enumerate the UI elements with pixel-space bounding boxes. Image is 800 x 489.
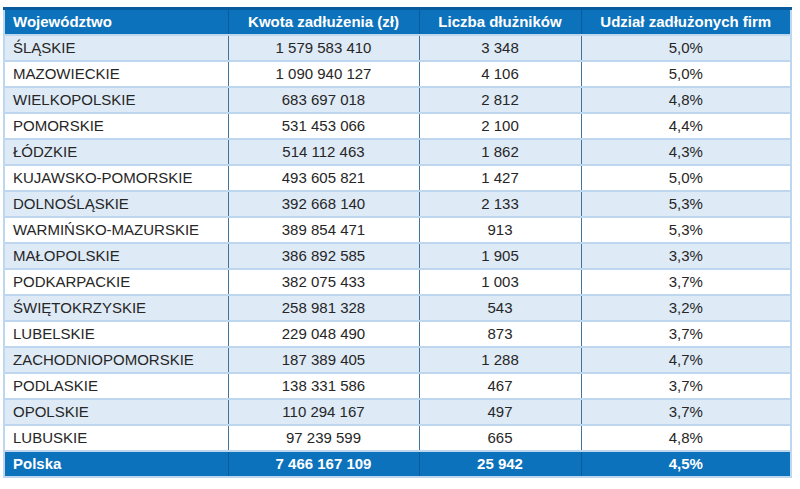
debt-amount-cell: 1 090 940 127: [228, 61, 419, 87]
table-row: ŚWIĘTOKRZYSKIE258 981 3285433,2%: [4, 295, 791, 321]
table-row: PODKARPACKIE382 075 4331 0033,7%: [4, 269, 791, 295]
table-body: ŚLĄSKIE1 579 583 4103 3485,0%MAZOWIECKIE…: [4, 35, 791, 451]
debt-amount-cell: 683 697 018: [228, 87, 419, 113]
column-header-indebted-share: Udział zadłużonych firm: [581, 9, 791, 36]
debtor-count-cell: 873: [419, 321, 581, 347]
voivodeship-cell: ŁÓDZKIE: [4, 139, 228, 165]
column-header-voivodeship: Województwo: [4, 9, 228, 36]
indebted-share-cell: 4,4%: [581, 113, 791, 139]
voivodeship-cell: OPOLSKIE: [4, 399, 228, 425]
table-row: MAŁOPOLSKIE386 892 5851 9053,3%: [4, 243, 791, 269]
indebted-share-cell: 4,3%: [581, 139, 791, 165]
debt-amount-cell: 389 854 471: [228, 217, 419, 243]
debt-amount-cell: 386 892 585: [228, 243, 419, 269]
indebted-share-cell: 5,0%: [581, 61, 791, 87]
voivodeship-cell: DOLNOŚLĄSKIE: [4, 191, 228, 217]
indebted-share-cell: 3,3%: [581, 243, 791, 269]
voivodeship-cell: LUBELSKIE: [4, 321, 228, 347]
debt-amount-cell: 138 331 586: [228, 373, 419, 399]
indebted-share-cell: 5,3%: [581, 217, 791, 243]
table-row: ZACHODNIOPOMORSKIE187 389 4051 2884,7%: [4, 347, 791, 373]
debtor-count-cell: 1 862: [419, 139, 581, 165]
voivodeship-cell: ZACHODNIOPOMORSKIE: [4, 347, 228, 373]
table-row: WIELKOPOLSKIE683 697 0182 8124,8%: [4, 87, 791, 113]
table-row: DOLNOŚLĄSKIE392 668 1402 1335,3%: [4, 191, 791, 217]
indebted-share-cell: 4,8%: [581, 425, 791, 451]
debtor-count-cell: 543: [419, 295, 581, 321]
table-row: ŁÓDZKIE514 112 4631 8624,3%: [4, 139, 791, 165]
total-label-cell: Polska: [4, 451, 228, 477]
column-header-debtor-count: Liczba dłużników: [419, 9, 581, 36]
debt-amount-cell: 382 075 433: [228, 269, 419, 295]
debt-amount-cell: 493 605 821: [228, 165, 419, 191]
debtor-count-cell: 497: [419, 399, 581, 425]
debt-amount-cell: 1 579 583 410: [228, 35, 419, 61]
table-header-row: Województwo Kwota zadłużenia (zł) Liczba…: [4, 9, 791, 36]
table-row: PODLASKIE138 331 5864673,7%: [4, 373, 791, 399]
debt-amount-cell: 187 389 405: [228, 347, 419, 373]
indebted-share-cell: 3,7%: [581, 321, 791, 347]
total-indebted-share-cell: 4,5%: [581, 451, 791, 477]
debt-amount-cell: 531 453 066: [228, 113, 419, 139]
indebted-share-cell: 5,0%: [581, 165, 791, 191]
column-header-debt-amount: Kwota zadłużenia (zł): [228, 9, 419, 36]
indebted-share-cell: 4,8%: [581, 87, 791, 113]
debtor-count-cell: 2 812: [419, 87, 581, 113]
total-debtor-count-cell: 25 942: [419, 451, 581, 477]
voivodeship-cell: ŚWIĘTOKRZYSKIE: [4, 295, 228, 321]
table-row: POMORSKIE531 453 0662 1004,4%: [4, 113, 791, 139]
indebted-share-cell: 3,2%: [581, 295, 791, 321]
debtor-count-cell: 2 100: [419, 113, 581, 139]
total-debt-amount-cell: 7 466 167 109: [228, 451, 419, 477]
debt-amount-cell: 258 981 328: [228, 295, 419, 321]
debtor-count-cell: 2 133: [419, 191, 581, 217]
debt-amount-cell: 229 048 490: [228, 321, 419, 347]
voivodeship-cell: MAŁOPOLSKIE: [4, 243, 228, 269]
debtor-count-cell: 1 905: [419, 243, 581, 269]
table-row: OPOLSKIE110 294 1674973,7%: [4, 399, 791, 425]
debtor-count-cell: 3 348: [419, 35, 581, 61]
table-row: WARMIŃSKO-MAZURSKIE389 854 4719135,3%: [4, 217, 791, 243]
debt-amount-cell: 392 668 140: [228, 191, 419, 217]
voivodeship-cell: POMORSKIE: [4, 113, 228, 139]
indebted-share-cell: 5,3%: [581, 191, 791, 217]
voivodeship-cell: WARMIŃSKO-MAZURSKIE: [4, 217, 228, 243]
voivodeship-cell: PODLASKIE: [4, 373, 228, 399]
indebted-share-cell: 4,7%: [581, 347, 791, 373]
debtor-count-cell: 467: [419, 373, 581, 399]
debtor-count-cell: 1 427: [419, 165, 581, 191]
table-row: LUBELSKIE229 048 4908733,7%: [4, 321, 791, 347]
voivodeship-cell: ŚLĄSKIE: [4, 35, 228, 61]
debtor-count-cell: 4 106: [419, 61, 581, 87]
debt-amount-cell: 110 294 167: [228, 399, 419, 425]
debtor-count-cell: 913: [419, 217, 581, 243]
table-total-row: Polska 7 466 167 109 25 942 4,5%: [4, 451, 791, 477]
voivodeship-cell: WIELKOPOLSKIE: [4, 87, 228, 113]
indebted-share-cell: 3,7%: [581, 373, 791, 399]
indebted-share-cell: 3,7%: [581, 399, 791, 425]
voivodeship-cell: MAZOWIECKIE: [4, 61, 228, 87]
voivodeship-cell: KUJAWSKO-POMORSKIE: [4, 165, 228, 191]
debtor-count-cell: 1 003: [419, 269, 581, 295]
voivodeship-cell: PODKARPACKIE: [4, 269, 228, 295]
voivodeship-cell: LUBUSKIE: [4, 425, 228, 451]
table-row: LUBUSKIE97 239 5996654,8%: [4, 425, 791, 451]
table-row: MAZOWIECKIE1 090 940 1274 1065,0%: [4, 61, 791, 87]
debtor-count-cell: 1 288: [419, 347, 581, 373]
debtor-count-cell: 665: [419, 425, 581, 451]
table-row: ŚLĄSKIE1 579 583 4103 3485,0%: [4, 35, 791, 61]
debt-amount-cell: 514 112 463: [228, 139, 419, 165]
table-row: KUJAWSKO-POMORSKIE493 605 8211 4275,0%: [4, 165, 791, 191]
indebted-share-cell: 5,0%: [581, 35, 791, 61]
voivodeship-debt-table: Województwo Kwota zadłużenia (zł) Liczba…: [3, 7, 792, 478]
debt-amount-cell: 97 239 599: [228, 425, 419, 451]
indebted-share-cell: 3,7%: [581, 269, 791, 295]
